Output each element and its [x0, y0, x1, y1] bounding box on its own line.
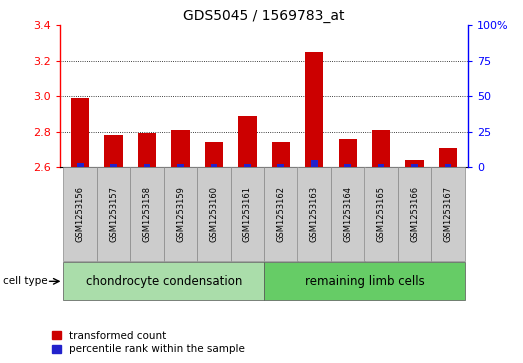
Title: GDS5045 / 1569783_at: GDS5045 / 1569783_at	[184, 9, 345, 23]
Text: GSM1253160: GSM1253160	[209, 186, 219, 242]
Bar	[298, 167, 331, 261]
Text: GSM1253166: GSM1253166	[410, 186, 419, 242]
Text: GSM1253167: GSM1253167	[444, 186, 452, 242]
Bar	[264, 262, 465, 301]
Bar	[130, 167, 164, 261]
Bar	[144, 164, 151, 167]
Bar	[197, 167, 231, 261]
Bar	[365, 167, 398, 261]
Bar	[177, 164, 184, 167]
Text: GSM1253159: GSM1253159	[176, 186, 185, 242]
Text: cell type: cell type	[3, 276, 47, 286]
Bar	[238, 116, 257, 167]
Bar	[105, 135, 123, 167]
Bar	[271, 142, 290, 167]
Bar	[411, 164, 418, 167]
Bar	[264, 167, 298, 261]
Bar	[71, 98, 89, 167]
Bar	[172, 130, 190, 167]
Text: GSM1253164: GSM1253164	[343, 186, 352, 242]
Bar	[278, 164, 284, 167]
Text: remaining limb cells: remaining limb cells	[304, 275, 424, 288]
Bar	[97, 167, 130, 261]
Bar	[305, 52, 323, 167]
Bar	[431, 167, 465, 261]
Text: GSM1253161: GSM1253161	[243, 186, 252, 242]
Bar	[244, 164, 251, 167]
Bar	[405, 160, 424, 167]
Bar	[205, 142, 223, 167]
Bar	[445, 164, 451, 167]
Bar	[338, 139, 357, 167]
Bar	[344, 164, 351, 167]
Bar	[372, 130, 390, 167]
Bar	[231, 167, 264, 261]
Text: GSM1253156: GSM1253156	[76, 186, 85, 242]
Bar	[110, 164, 117, 167]
Text: GSM1253158: GSM1253158	[143, 186, 152, 242]
Bar	[77, 163, 84, 167]
Bar	[378, 164, 384, 167]
Legend: transformed count, percentile rank within the sample: transformed count, percentile rank withi…	[52, 331, 245, 354]
Bar	[331, 167, 365, 261]
Text: GSM1253163: GSM1253163	[310, 186, 319, 242]
Bar	[211, 164, 217, 167]
Text: chondrocyte condensation: chondrocyte condensation	[86, 275, 242, 288]
Bar	[138, 133, 156, 167]
Bar	[63, 262, 264, 301]
Text: GSM1253162: GSM1253162	[276, 186, 286, 242]
Text: GSM1253165: GSM1253165	[377, 186, 385, 242]
Bar	[63, 167, 97, 261]
Bar	[311, 160, 317, 167]
Bar	[398, 167, 431, 261]
Text: GSM1253157: GSM1253157	[109, 186, 118, 242]
Bar	[439, 147, 457, 167]
Bar	[164, 167, 197, 261]
